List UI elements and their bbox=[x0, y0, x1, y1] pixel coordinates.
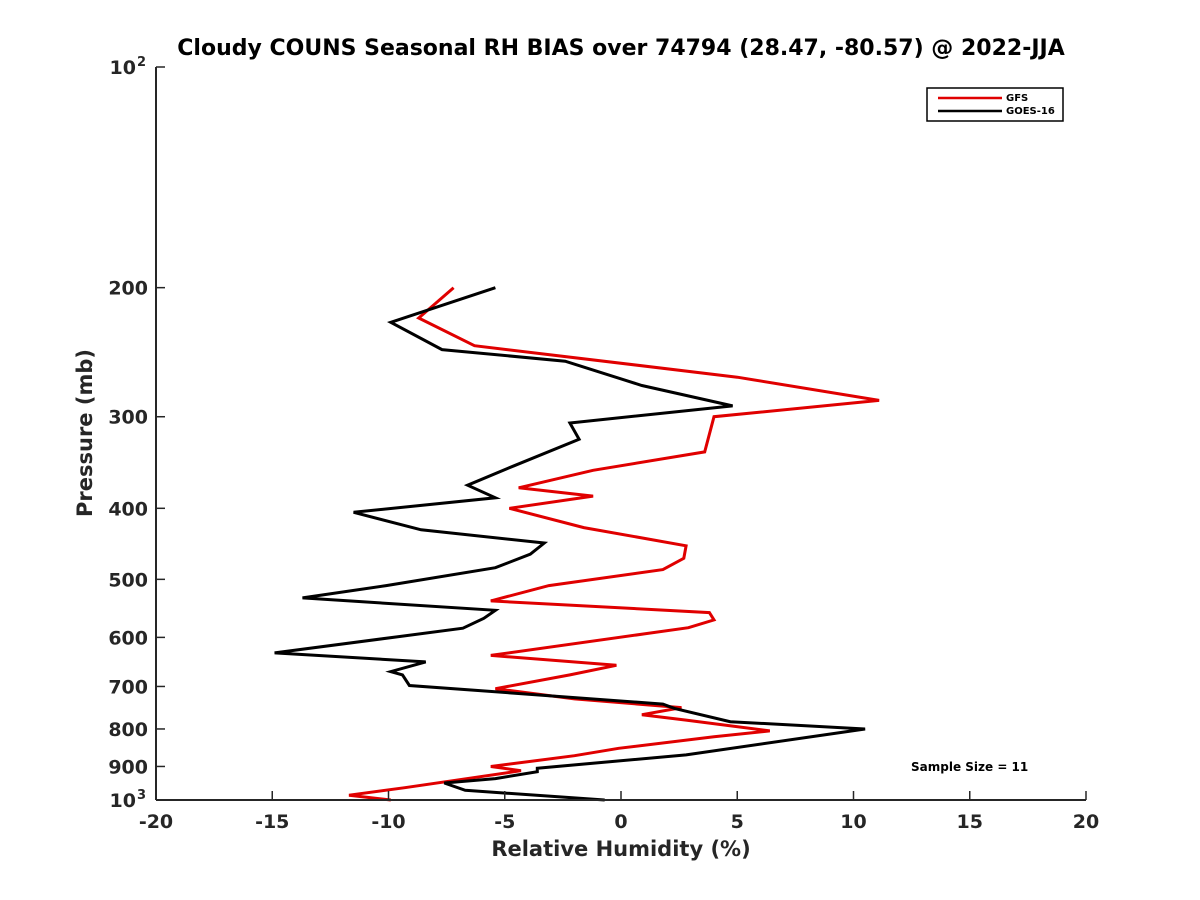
y-tick-label: 500 bbox=[108, 569, 148, 591]
x-tick-label: 20 bbox=[1073, 811, 1099, 833]
y-tick-label: 900 bbox=[108, 756, 148, 778]
legend-label-gfs: GFS bbox=[1006, 93, 1028, 104]
y-tick-exponent: 3 bbox=[137, 788, 146, 803]
series-line-gfs bbox=[348, 286, 880, 802]
axes bbox=[155, 67, 1086, 801]
y-tick-exponent: 2 bbox=[137, 55, 146, 70]
y-tick-label: 400 bbox=[108, 498, 148, 520]
x-tick-label: -5 bbox=[494, 811, 515, 833]
x-tick-label: 0 bbox=[614, 811, 627, 833]
y-tick-label: 10 bbox=[110, 790, 136, 812]
x-axis-label: Relative Humidity (%) bbox=[491, 837, 750, 861]
y-tick-label: 200 bbox=[108, 278, 148, 300]
x-tick-label: -20 bbox=[139, 811, 173, 833]
y-tick-label: 700 bbox=[108, 676, 148, 698]
y-tick-label: 10 bbox=[110, 57, 136, 79]
y-axis-label: Pressure (mb) bbox=[73, 349, 97, 517]
y-tick-label: 600 bbox=[108, 627, 148, 649]
x-tick-label: 15 bbox=[957, 811, 983, 833]
chart-title: Cloudy COUNS Seasonal RH BIAS over 74794… bbox=[177, 36, 1064, 61]
sample-size-annotation: Sample Size = 11 bbox=[911, 760, 1028, 774]
legend-label-goes-16: GOES-16 bbox=[1006, 106, 1055, 117]
series-layer bbox=[274, 286, 880, 802]
series-line-goes-16 bbox=[274, 286, 866, 802]
x-tick-label: 5 bbox=[731, 811, 744, 833]
x-ticks: -20 -15 -10 -5 0 5 10 15 20 bbox=[139, 791, 1099, 833]
legend-box bbox=[926, 87, 1064, 122]
y-tick-label: 800 bbox=[108, 719, 148, 741]
legend: GFS GOES-16 bbox=[926, 87, 1064, 122]
y-tick-label: 300 bbox=[108, 407, 148, 429]
x-tick-label: -15 bbox=[255, 811, 289, 833]
x-tick-label: -10 bbox=[371, 811, 405, 833]
x-tick-label: 10 bbox=[840, 811, 866, 833]
